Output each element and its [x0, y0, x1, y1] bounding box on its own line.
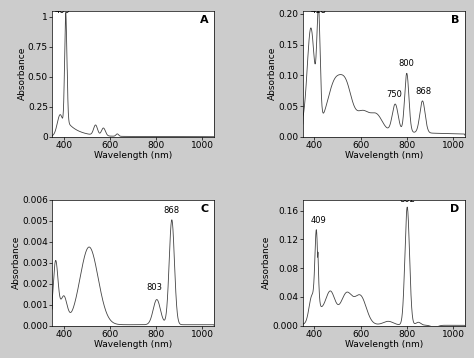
Text: B: B — [451, 15, 460, 24]
Y-axis label: Absorbance: Absorbance — [268, 47, 277, 101]
X-axis label: Wavelength (nm): Wavelength (nm) — [94, 340, 172, 349]
Y-axis label: Absorbance: Absorbance — [263, 236, 272, 290]
Text: D: D — [450, 204, 460, 213]
Text: 409: 409 — [55, 5, 70, 15]
Text: 409: 409 — [311, 216, 327, 225]
Text: 800: 800 — [399, 59, 415, 68]
Y-axis label: Absorbance: Absorbance — [12, 236, 21, 290]
X-axis label: Wavelength (nm): Wavelength (nm) — [94, 151, 172, 160]
X-axis label: Wavelength (nm): Wavelength (nm) — [345, 151, 423, 160]
Text: 750: 750 — [386, 90, 402, 99]
Text: 868: 868 — [164, 206, 180, 215]
Text: A: A — [201, 15, 209, 24]
Y-axis label: Absorbance: Absorbance — [18, 47, 27, 101]
Text: 868: 868 — [416, 87, 432, 96]
Text: 803: 803 — [146, 283, 163, 292]
X-axis label: Wavelength (nm): Wavelength (nm) — [345, 340, 423, 349]
Text: 418: 418 — [310, 5, 327, 15]
Text: 802: 802 — [399, 194, 415, 204]
Text: C: C — [201, 204, 209, 213]
